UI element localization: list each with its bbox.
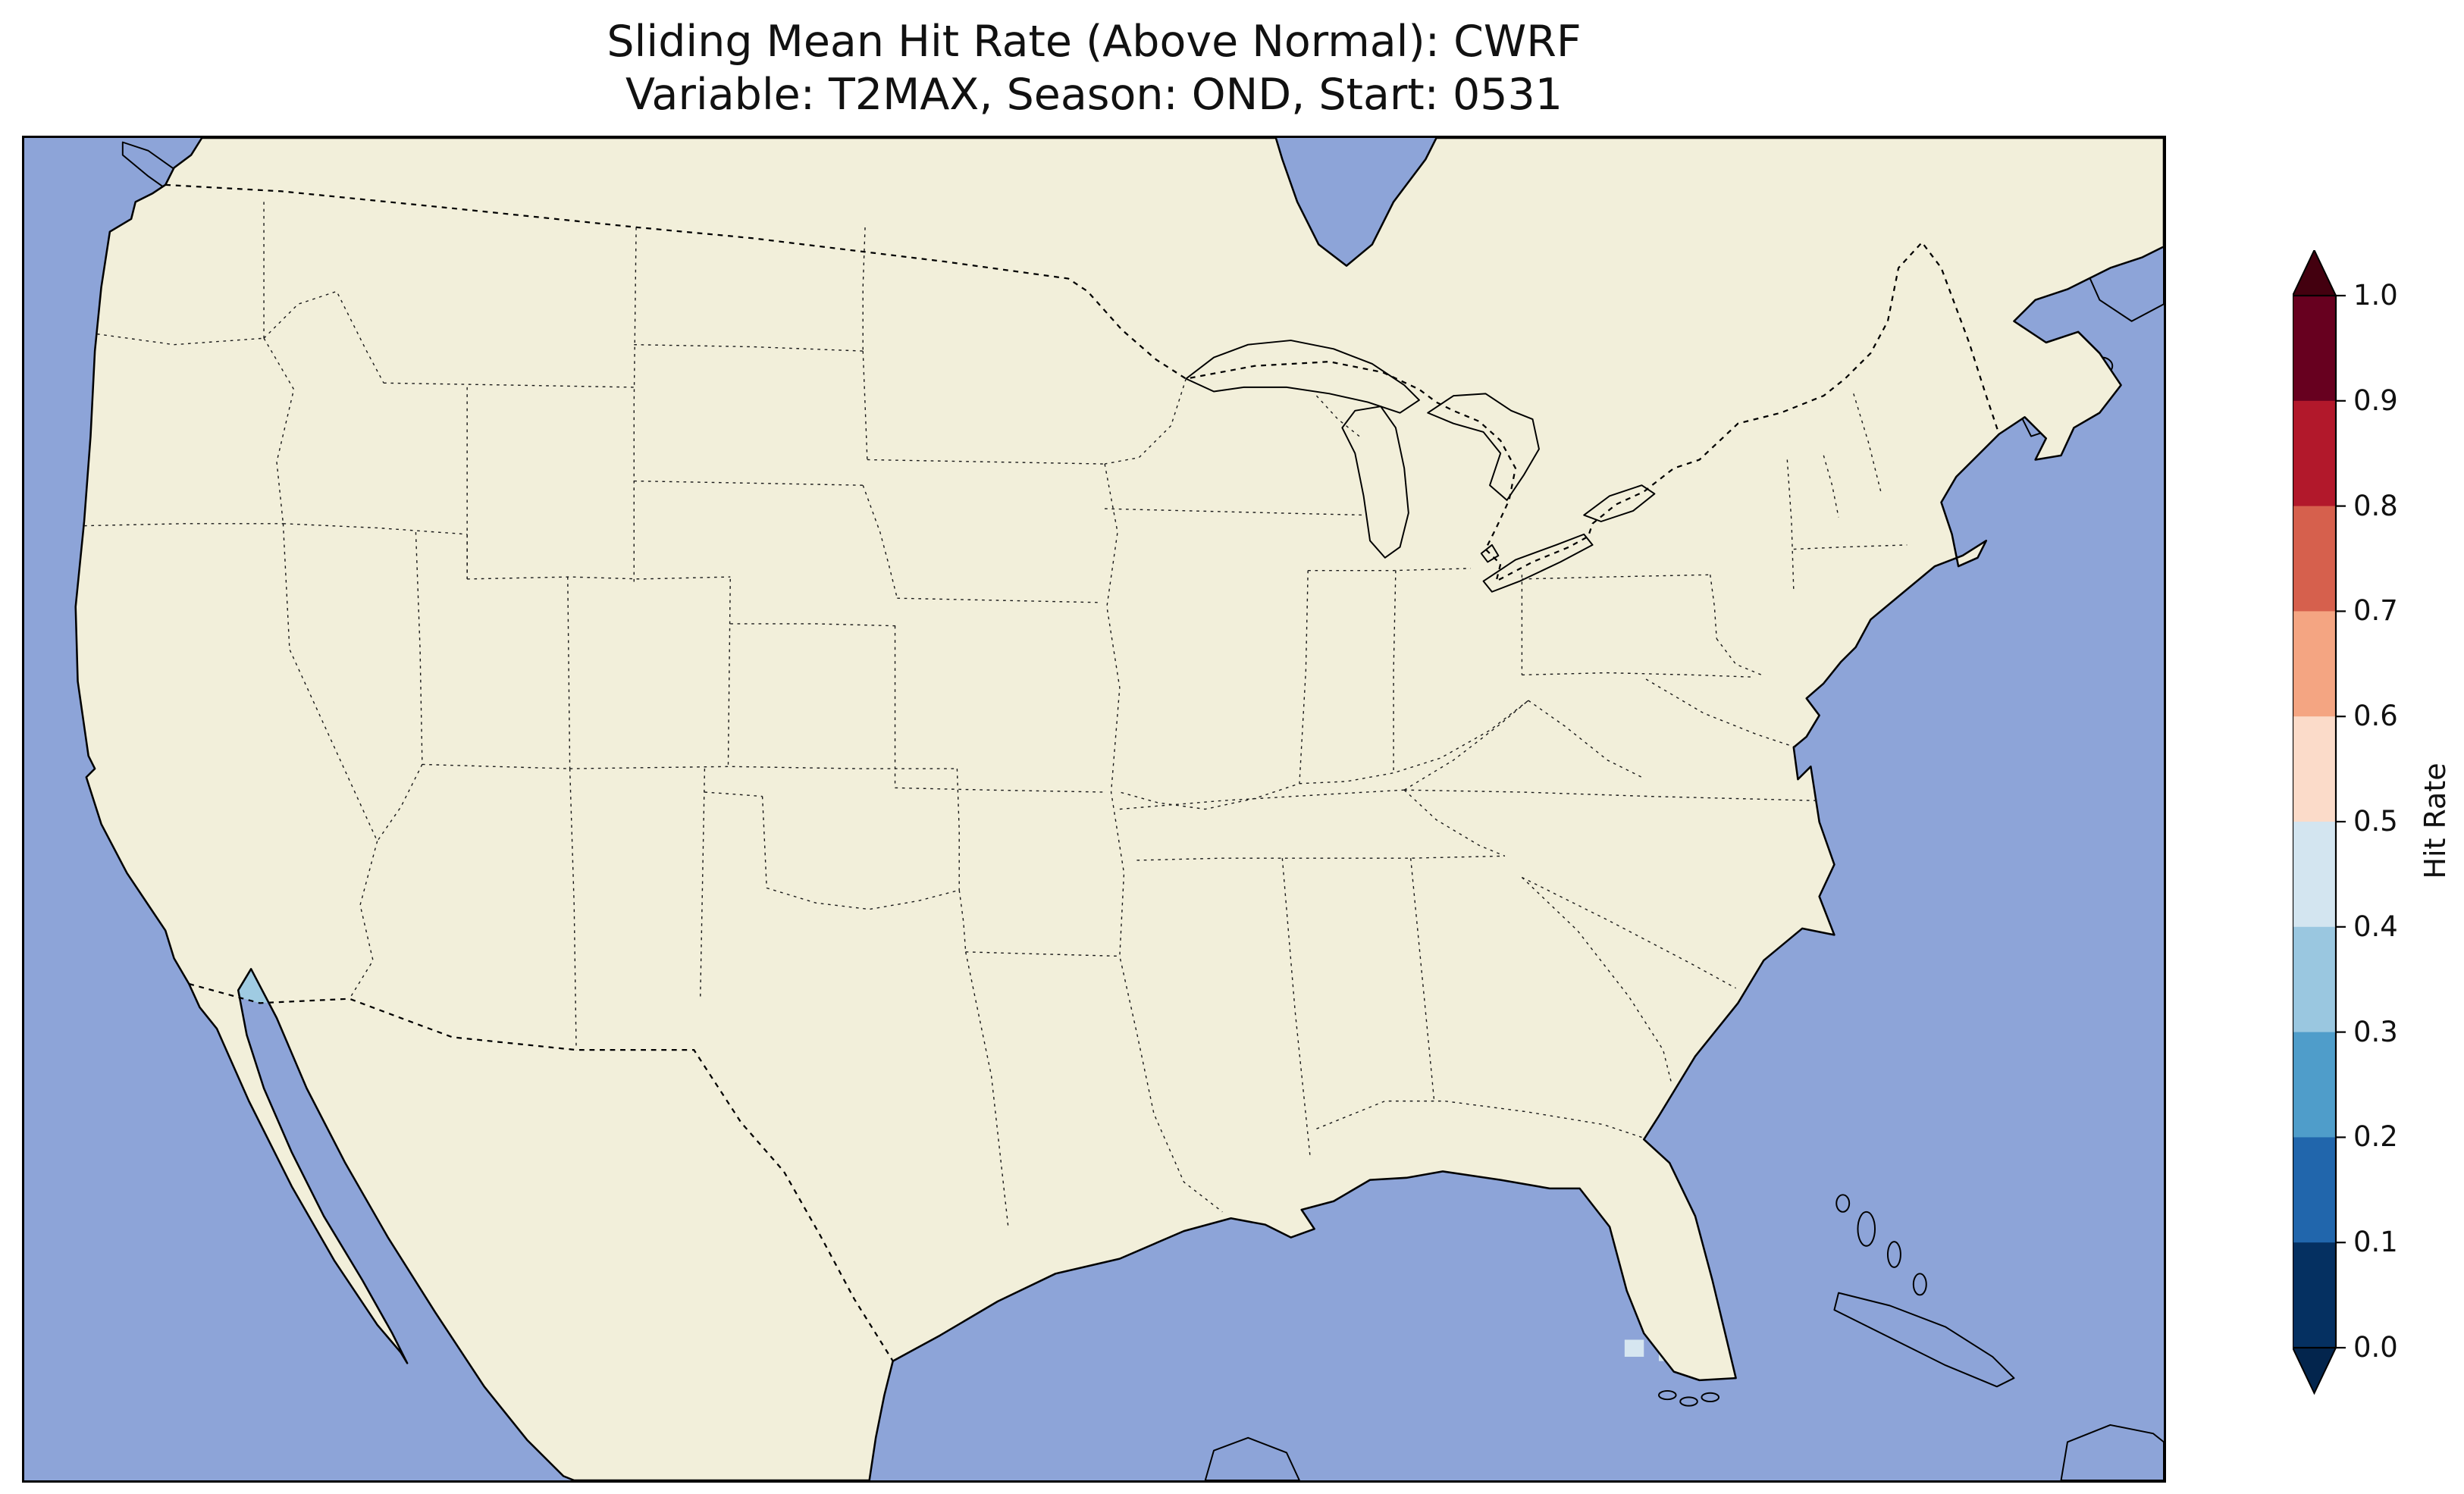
- map-axes: [22, 136, 2166, 1483]
- colorbar-tick-label: 1.0: [2353, 279, 2398, 312]
- colorbar-tick-label: 0.0: [2353, 1331, 2398, 1364]
- us-hit-rate-map: [24, 138, 2164, 1480]
- us-canada-border: [165, 183, 2000, 583]
- florida-keys: [1658, 1389, 1677, 1401]
- colorbar-tick-label: 0.4: [2353, 910, 2398, 943]
- colorbar-tick-label: 0.1: [2353, 1226, 2398, 1259]
- plot-title-line2: Variable: T2MAX, Season: OND, Start: 053…: [625, 70, 1563, 120]
- hispaniola-partial: [2060, 1424, 2164, 1480]
- us-mexico-border: [188, 982, 894, 1362]
- plot-title-line1: Sliding Mean Hit Rate (Above Normal): CW…: [607, 17, 1582, 67]
- colorbar-tick-label: 0.2: [2353, 1120, 2398, 1154]
- colorbar-tick-label: 0.6: [2353, 700, 2398, 733]
- yucatan-tip: [1204, 1436, 1300, 1480]
- colorbar-tick-label: 0.3: [2353, 1015, 2398, 1048]
- bahamas: [1857, 1211, 1876, 1247]
- lake-shorelines: [1185, 340, 1656, 593]
- colorbar-tick-label: 0.5: [2353, 805, 2398, 838]
- national-borders: [165, 183, 2000, 1362]
- colorbar-tick-label: 0.8: [2353, 489, 2398, 522]
- colorbar-axis-label: Hit Rate: [2419, 763, 2452, 879]
- colorbar-bands: [2293, 250, 2346, 1395]
- colorbar-tick-label: 0.7: [2353, 594, 2398, 628]
- state-boundaries: [84, 202, 1908, 1229]
- colorbar-tick-label: 0.9: [2353, 384, 2398, 417]
- cuba: [1833, 1292, 2015, 1388]
- colorbar: [2293, 250, 2464, 1395]
